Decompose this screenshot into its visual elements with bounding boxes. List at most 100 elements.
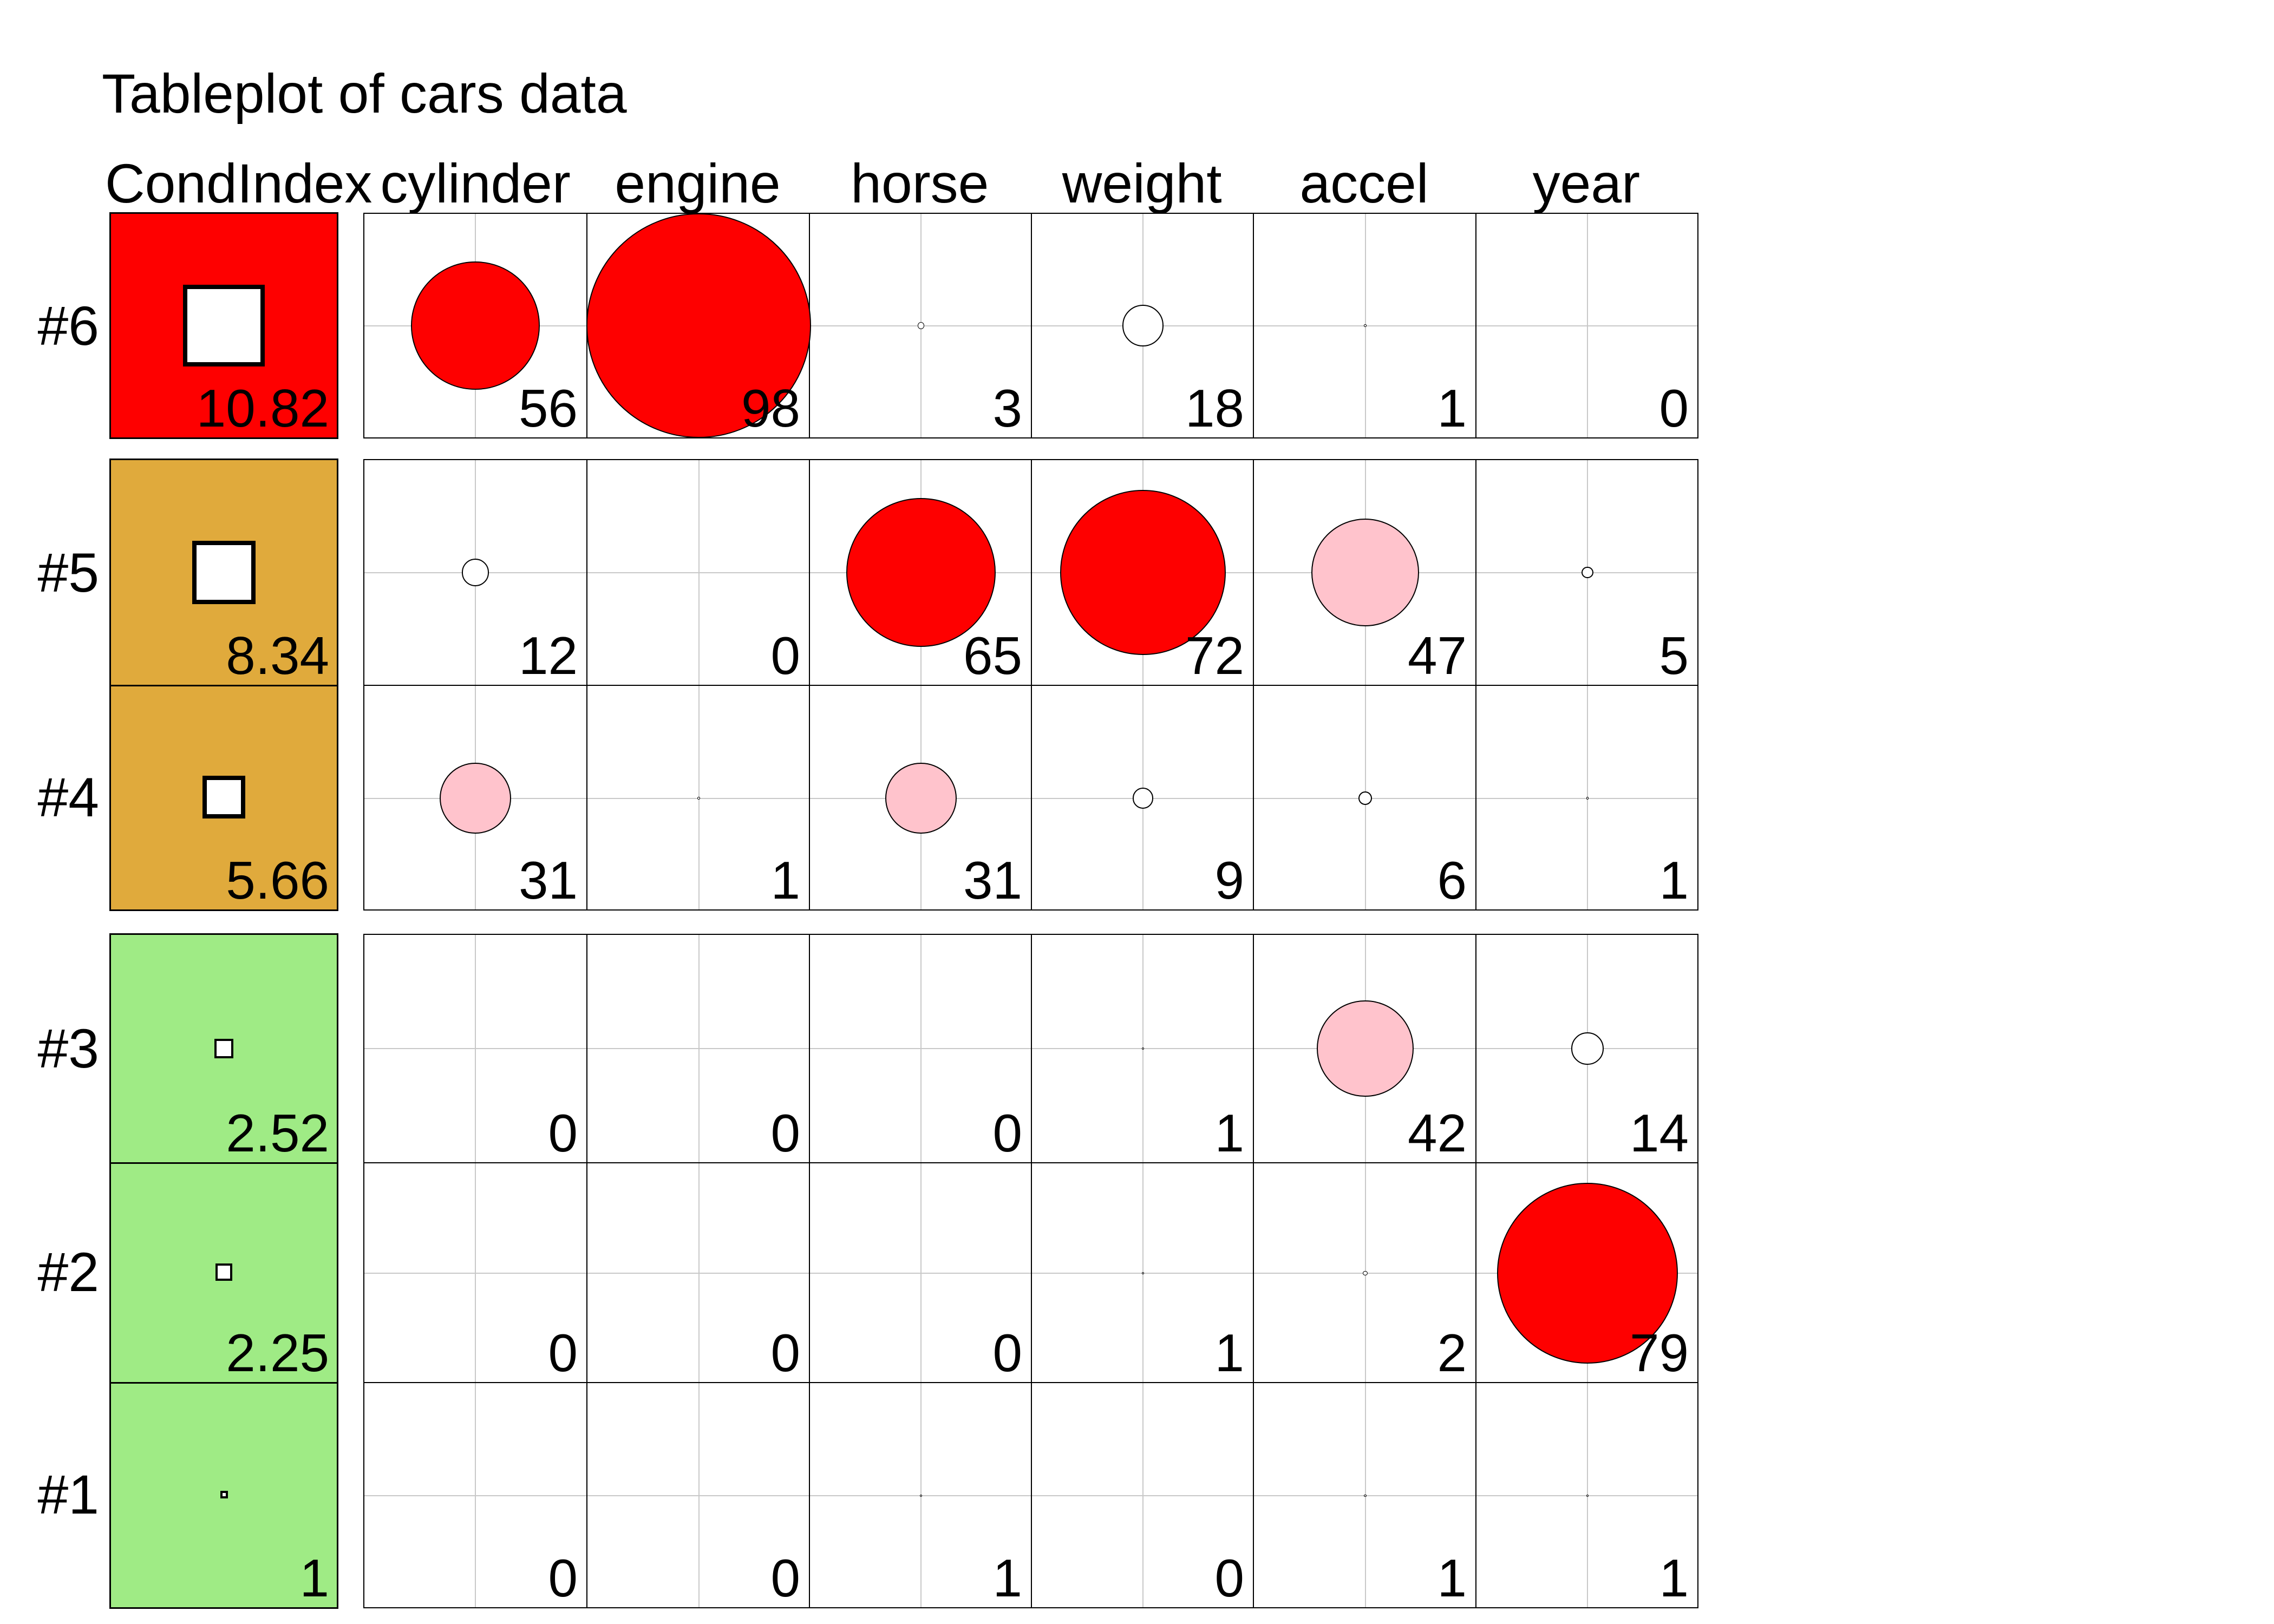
variance-bubble bbox=[411, 261, 540, 390]
cell-centerline-h bbox=[810, 1048, 1031, 1049]
variance-bubble bbox=[917, 322, 925, 329]
cell-1-engine: 0 bbox=[586, 1383, 809, 1607]
data-row-6: 56 98 3 18 1 0 bbox=[364, 213, 1697, 438]
data-grid-group-2: 12 0 65 72 47 5 31 1 31 9 6 1 bbox=[363, 459, 1698, 911]
variance-bubble bbox=[1060, 489, 1226, 656]
cell-5-horse: 65 bbox=[809, 460, 1031, 685]
variance-bubble bbox=[1132, 788, 1154, 809]
variance-bubble bbox=[1364, 324, 1367, 327]
variance-bubble bbox=[586, 213, 812, 438]
cell-centerline-h bbox=[587, 1048, 809, 1049]
variance-value: 31 bbox=[518, 850, 578, 910]
cell-centerline-h bbox=[1476, 325, 1697, 326]
cell-4-accel: 6 bbox=[1253, 686, 1475, 909]
variance-value: 98 bbox=[741, 378, 800, 438]
variance-bubble bbox=[1363, 1271, 1368, 1276]
column-header-condindex: CondIndex bbox=[105, 153, 373, 214]
variance-bubble bbox=[1571, 1032, 1604, 1065]
data-row-4: 31 1 31 9 6 1 bbox=[364, 685, 1697, 909]
row-label-2: #2 bbox=[37, 1241, 99, 1303]
variance-bubble bbox=[1497, 1182, 1678, 1364]
cond-index-square bbox=[202, 775, 246, 819]
cell-6-engine: 98 bbox=[586, 213, 812, 438]
variance-value: 0 bbox=[548, 1323, 578, 1383]
column-header-engine: engine bbox=[615, 153, 781, 214]
cond-index-value: 8.34 bbox=[226, 626, 329, 685]
cond-index-value: 1 bbox=[299, 1548, 329, 1608]
column-header-accel: accel bbox=[1299, 153, 1429, 214]
cell-4-cylinder: 31 bbox=[364, 686, 586, 909]
variance-value: 0 bbox=[770, 1548, 800, 1608]
variance-bubble bbox=[440, 762, 511, 834]
variance-value: 0 bbox=[1214, 1548, 1244, 1608]
variance-bubble bbox=[1358, 791, 1373, 806]
variance-value: 0 bbox=[1659, 378, 1689, 438]
cell-1-weight: 0 bbox=[1031, 1383, 1253, 1607]
variance-bubble bbox=[846, 497, 996, 647]
cell-3-cylinder: 0 bbox=[364, 935, 586, 1162]
variance-value: 65 bbox=[963, 626, 1022, 685]
cond-index-value: 10.82 bbox=[196, 378, 329, 438]
column-header-weight: weight bbox=[1062, 153, 1222, 214]
variance-value: 0 bbox=[548, 1103, 578, 1163]
variance-bubble bbox=[1311, 518, 1420, 627]
cell-5-engine: 0 bbox=[586, 460, 809, 685]
cell-1-accel: 1 bbox=[1253, 1383, 1475, 1607]
variance-bubble bbox=[697, 797, 700, 800]
cell-6-weight: 18 bbox=[1031, 214, 1253, 437]
variance-value: 3 bbox=[992, 378, 1022, 438]
variance-value: 72 bbox=[1185, 626, 1244, 685]
cell-2-horse: 0 bbox=[809, 1163, 1031, 1382]
variance-value: 18 bbox=[1185, 378, 1244, 438]
cell-centerline-h bbox=[364, 1048, 586, 1049]
variance-value: 1 bbox=[1437, 378, 1467, 438]
variance-bubble bbox=[461, 559, 489, 586]
row-label-5: #5 bbox=[37, 541, 99, 604]
cell-3-horse: 0 bbox=[809, 935, 1031, 1162]
data-row-1: 0 0 1 0 1 1 bbox=[364, 1382, 1697, 1607]
cell-2-engine: 0 bbox=[586, 1163, 809, 1382]
variance-value: 1 bbox=[1659, 1548, 1689, 1608]
variance-bubble bbox=[919, 1494, 923, 1497]
data-row-3: 0 0 0 1 42 14 bbox=[364, 935, 1697, 1162]
variance-value: 1 bbox=[1214, 1103, 1244, 1163]
row-label-6: #6 bbox=[37, 294, 99, 357]
cell-6-cylinder: 56 bbox=[364, 214, 586, 437]
cond-index-group-2: 8.34 5.66 bbox=[109, 459, 338, 911]
cell-3-engine: 0 bbox=[586, 935, 809, 1162]
cell-1-year: 1 bbox=[1475, 1383, 1697, 1607]
cell-3-year: 14 bbox=[1475, 935, 1697, 1162]
cond-index-value: 5.66 bbox=[226, 850, 329, 910]
variance-bubble bbox=[1141, 1047, 1145, 1050]
variance-value: 0 bbox=[770, 1323, 800, 1383]
cond-index-cell-2: 2.25 bbox=[111, 1162, 337, 1382]
cell-2-accel: 2 bbox=[1253, 1163, 1475, 1382]
cell-centerline-h bbox=[364, 1495, 586, 1496]
variance-bubble bbox=[1582, 566, 1593, 579]
variance-value: 1 bbox=[1437, 1548, 1467, 1608]
cell-centerline-h bbox=[587, 1273, 809, 1274]
chart-title: Tableplot of cars data bbox=[102, 63, 627, 125]
cell-5-weight: 72 bbox=[1031, 460, 1253, 685]
variance-bubble bbox=[1586, 797, 1589, 800]
cond-index-cell-1: 1 bbox=[111, 1382, 337, 1607]
variance-value: 0 bbox=[770, 626, 800, 685]
variance-bubble bbox=[885, 762, 957, 834]
column-header-horse: horse bbox=[851, 153, 989, 214]
cond-index-cell-5: 8.34 bbox=[111, 460, 337, 685]
cell-2-weight: 1 bbox=[1031, 1163, 1253, 1382]
variance-value: 9 bbox=[1214, 850, 1244, 910]
cell-2-cylinder: 0 bbox=[364, 1163, 586, 1382]
variance-value: 1 bbox=[992, 1548, 1022, 1608]
variance-value: 47 bbox=[1407, 626, 1467, 685]
data-row-5: 12 0 65 72 47 5 bbox=[364, 460, 1697, 685]
variance-bubble bbox=[1141, 1272, 1145, 1275]
cell-5-accel: 47 bbox=[1253, 460, 1475, 685]
cell-2-year: 79 bbox=[1475, 1163, 1697, 1382]
cell-centerline-h bbox=[587, 1495, 809, 1496]
cond-index-group-3: 2.52 2.25 1 bbox=[109, 933, 338, 1609]
cell-centerline-h bbox=[587, 572, 809, 573]
variance-value: 5 bbox=[1659, 626, 1689, 685]
cell-4-horse: 31 bbox=[809, 686, 1031, 909]
